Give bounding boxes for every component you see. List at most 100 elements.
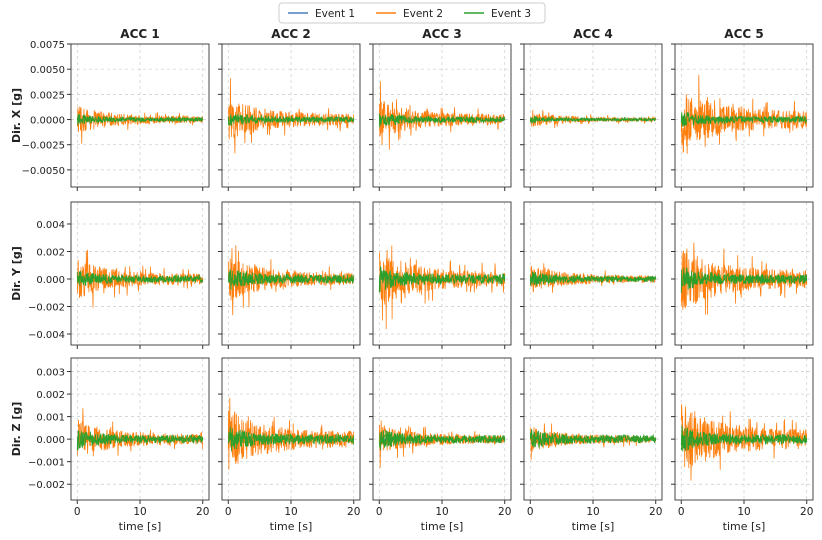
panel-0-0: ACC 1 −0.0050 −0.0025 0.0000 0.0025 0.0050 0.0… [22, 27, 210, 191]
y-tick-label: 0.0050 [30, 65, 65, 76]
x-axis-label: time [s] [270, 520, 313, 533]
panel-frame [523, 201, 663, 346]
x-tick-label: 20 [498, 506, 511, 518]
y-tick-label: 0.002 [36, 390, 65, 401]
panel-1-1 [218, 201, 361, 349]
panel-1-2 [369, 201, 512, 349]
y-tick-label: −0.0050 [22, 166, 65, 177]
series-line-event-3 [529, 271, 657, 286]
panel-title: ACC 2 [271, 27, 310, 41]
y-tick-label: 0.003 [36, 368, 65, 379]
y-tick-label: 0.0075 [30, 40, 65, 51]
panel-frame [70, 43, 210, 188]
y-tick-label: −0.0025 [22, 141, 65, 152]
x-tick-label: 10 [737, 506, 750, 518]
panel-0-2: ACC 3 [369, 27, 512, 191]
x-tick-label: 0 [527, 506, 534, 518]
series-line-event-2 [680, 242, 808, 315]
legend-label: Event 3 [491, 8, 531, 20]
y-tick-label: 0.0025 [30, 90, 65, 101]
series-line-event-3 [227, 426, 355, 452]
series-line-event-3 [680, 425, 808, 452]
panel-1-4 [671, 201, 814, 349]
series-line-event-3 [378, 113, 506, 128]
x-tick-label: 20 [347, 506, 360, 518]
y-axis-label: Dir. Z [g] [10, 402, 23, 457]
panel-frame [372, 357, 512, 501]
x-tick-label: 20 [649, 506, 662, 518]
x-tick-label: 10 [435, 506, 448, 518]
panel-title: ACC 5 [724, 27, 763, 41]
y-axis-label: Dir. Y [g] [10, 246, 23, 301]
series-line-event-3 [76, 430, 204, 451]
panel-frame [523, 43, 663, 188]
series-line-event-3 [680, 267, 808, 293]
x-tick-label: 0 [225, 506, 232, 518]
x-axis-label: time [s] [723, 520, 766, 533]
series-line-event-2 [227, 397, 355, 470]
panel-2-3: 0 10 20 time [s] [520, 357, 663, 533]
panel-title: ACC 3 [422, 27, 461, 41]
x-tick-label: 0 [678, 506, 685, 518]
x-tick-label: 0 [376, 506, 383, 518]
x-tick-label: 10 [284, 506, 297, 518]
panel-title: ACC 4 [573, 27, 612, 41]
panel-frame [221, 201, 361, 346]
series-line-event-3 [76, 113, 204, 126]
x-tick-label: 10 [586, 506, 599, 518]
series-line-event-3 [529, 429, 657, 448]
y-tick-label: −0.001 [28, 458, 65, 469]
panel-frame [674, 43, 814, 188]
panel-2-1: 0 10 20 time [s] [218, 357, 361, 533]
x-tick-label: 10 [133, 506, 146, 518]
legend: Event 1 Event 2 Event 3 [278, 2, 546, 24]
panel-frame [674, 201, 814, 346]
y-tick-label: 0.0000 [30, 116, 65, 127]
y-tick-label: 0.004 [36, 220, 65, 231]
y-tick-label: 0.001 [36, 413, 65, 424]
panel-frame [221, 43, 361, 188]
series-line-event-3 [227, 112, 355, 126]
series-line-event-2 [680, 74, 808, 154]
x-axis-label: time [s] [119, 520, 162, 533]
panel-0-1: ACC 2 [218, 27, 361, 191]
x-tick-label: 20 [800, 506, 813, 518]
panel-2-2: 0 10 20 time [s] [369, 357, 512, 533]
panel-1-3 [520, 201, 663, 349]
y-tick-label: −0.004 [28, 330, 65, 341]
x-axis-label: time [s] [572, 520, 615, 533]
y-tick-label: 0.002 [36, 248, 65, 259]
panel-frame [70, 201, 210, 346]
y-tick-label: 0.000 [36, 435, 65, 446]
panel-frame [221, 357, 361, 501]
x-axis-label: time [s] [421, 520, 464, 533]
panel-frame [372, 43, 512, 188]
panel-frame [70, 357, 210, 501]
legend-label: Event 2 [403, 8, 443, 20]
y-tick-label: −0.002 [28, 480, 65, 491]
series-line-event-3 [378, 266, 506, 293]
y-tick-label: 0.000 [36, 275, 65, 286]
legend-label: Event 1 [315, 8, 355, 20]
panel-frame [372, 201, 512, 346]
legend-box [278, 2, 546, 24]
series-line-event-3 [529, 116, 657, 124]
y-axis-label: Dir. X [g] [10, 88, 23, 143]
panel-0-4: ACC 5 [671, 27, 814, 191]
series-line-event-3 [378, 430, 506, 450]
series-line-event-3 [76, 270, 204, 287]
panel-1-0: −0.004 −0.002 0.000 0.002 0.004 [28, 201, 210, 349]
series-line-event-3 [227, 269, 355, 290]
panel-2-4: 0 10 20 time [s] [671, 357, 814, 533]
x-tick-label: 20 [196, 506, 209, 518]
panel-0-3: ACC 4 [520, 27, 663, 191]
panel-title: ACC 1 [120, 27, 159, 41]
panel-frame [523, 357, 663, 501]
y-tick-label: −0.002 [28, 303, 65, 314]
series-line-event-2 [680, 404, 808, 481]
panel-frame [674, 357, 814, 501]
x-tick-label: 0 [74, 506, 81, 518]
panel-2-0: 0 10 20 −0.002 −0.001 0.000 0.001 0.002 0.003 tim… [28, 357, 210, 533]
